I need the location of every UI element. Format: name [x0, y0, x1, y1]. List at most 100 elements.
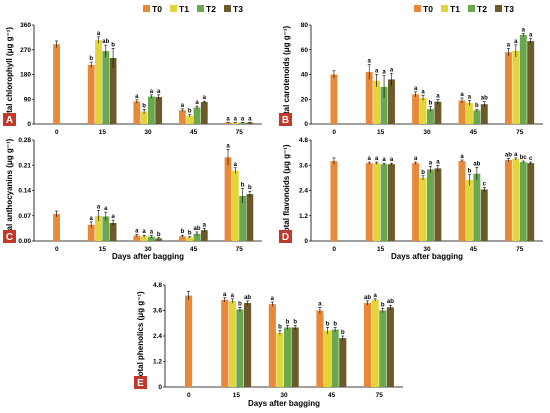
significance-label: ab — [244, 295, 251, 301]
x-axis-label: Days after bagging — [112, 252, 184, 261]
significance-label: b — [111, 42, 115, 48]
y-tick-label: 0.00 — [18, 238, 31, 245]
x-tick-label: 30 — [423, 246, 431, 253]
y-tick-label: 3.6 — [153, 308, 162, 315]
significance-label: b — [157, 232, 161, 238]
bar-T0-30 — [412, 163, 420, 241]
y-tick-label: 40 — [301, 72, 309, 79]
significance-label: a — [111, 214, 115, 220]
bar-T3-75 — [246, 194, 254, 241]
significance-label: a — [507, 43, 511, 49]
bar-T0-15 — [221, 299, 229, 387]
panel-label-box — [3, 230, 16, 243]
y-axis-label: Total chlorophyll (μg g⁻¹) — [5, 27, 14, 123]
legend-label: T0 — [423, 4, 433, 14]
bar-T1-15 — [373, 80, 381, 124]
x-tick-label: 45 — [190, 129, 198, 136]
significance-label: a — [271, 296, 275, 302]
significance-label: ab — [473, 161, 480, 167]
bar-T0-45 — [316, 310, 324, 387]
significance-label: c — [529, 156, 533, 162]
bar-T1-15 — [373, 163, 381, 241]
bar-T1-75 — [371, 299, 379, 387]
significance-label: b — [188, 231, 192, 237]
bar-T2-15 — [102, 216, 110, 241]
significance-label: a — [382, 157, 386, 163]
bar-T3-45 — [200, 230, 208, 241]
bar-T0-30 — [133, 235, 141, 241]
bar-T1-45 — [465, 102, 473, 124]
legend-label: T2 — [206, 4, 216, 14]
bar-T2-45 — [473, 173, 481, 241]
legend-swatch-T3 — [495, 5, 502, 12]
y-tick-label: 360 — [20, 22, 31, 29]
y-tick-label: 180 — [20, 72, 31, 79]
significance-label: a — [421, 90, 425, 96]
significance-label: a — [390, 157, 394, 163]
legend-swatch-T0 — [143, 5, 150, 12]
y-tick-label: 2.4 — [299, 188, 308, 195]
significance-label: a — [97, 204, 101, 210]
bar-T0-45 — [179, 236, 186, 241]
bar-T2-75 — [239, 122, 246, 124]
significance-label: b — [381, 302, 385, 308]
y-tick-label: 0 — [304, 121, 308, 128]
significance-label: b — [241, 183, 245, 189]
significance-label: a — [234, 116, 238, 122]
significance-label: a — [373, 293, 377, 299]
x-tick-label: 0 — [332, 246, 336, 253]
bar-T1-15 — [228, 300, 236, 387]
significance-label: a — [226, 116, 230, 122]
significance-label: a — [436, 159, 440, 165]
bar-T0-0 — [53, 44, 60, 124]
bar-T0-30 — [133, 101, 141, 124]
y-tick-label: 0.28 — [18, 137, 31, 144]
bar-T3-15 — [109, 58, 117, 124]
significance-label: c — [483, 181, 487, 187]
bar-T2-15 — [380, 164, 388, 241]
y-tick-label: 90 — [24, 96, 32, 103]
significance-label: a — [248, 116, 252, 122]
legend-label: T3 — [504, 4, 514, 14]
y-tick-label: 1.2 — [153, 359, 162, 366]
bar-T2-75 — [519, 34, 527, 124]
bar-T3-75 — [527, 163, 535, 241]
y-axis-label: Total flavonoids (μg g⁻¹) — [282, 144, 291, 236]
bar-T0-45 — [458, 161, 466, 241]
bar-T0-0 — [330, 74, 338, 124]
x-tick-label: 30 — [144, 129, 152, 136]
legend-swatch-T3 — [224, 5, 231, 12]
bar-T0-45 — [179, 110, 186, 124]
bar-T2-30 — [284, 327, 292, 387]
y-tick-label: 3.6 — [299, 162, 308, 169]
x-tick-label: 45 — [328, 392, 336, 399]
significance-label: a — [135, 94, 139, 100]
bar-T1-45 — [186, 115, 194, 124]
significance-label: bc — [520, 155, 528, 161]
panel-label-box — [279, 113, 292, 126]
bar-T0-15 — [87, 224, 95, 241]
bar-T3-15 — [388, 164, 395, 241]
significance-label: a — [226, 143, 230, 149]
bar-T0-75 — [504, 52, 512, 124]
significance-label: a — [135, 229, 139, 235]
significance-label: a — [460, 92, 464, 98]
bar-T1-15 — [95, 40, 102, 124]
x-tick-label: 45 — [470, 129, 478, 136]
significance-label: b — [293, 319, 297, 325]
significance-label: a — [529, 33, 533, 39]
bar-T1-15 — [95, 215, 102, 241]
x-tick-label: 15 — [377, 246, 385, 253]
bar-T2-15 — [380, 86, 388, 124]
bar-T3-45 — [200, 102, 208, 124]
significance-label: a — [203, 95, 207, 101]
bar-T1-30 — [419, 177, 427, 241]
bar-T3-15 — [388, 79, 395, 124]
significance-label: a — [414, 156, 418, 162]
bar-T0-75 — [224, 157, 232, 241]
significance-label: ab — [505, 152, 512, 158]
significance-label: a — [460, 154, 464, 160]
bar-T3-30 — [291, 327, 299, 387]
significance-label: a — [234, 162, 238, 168]
